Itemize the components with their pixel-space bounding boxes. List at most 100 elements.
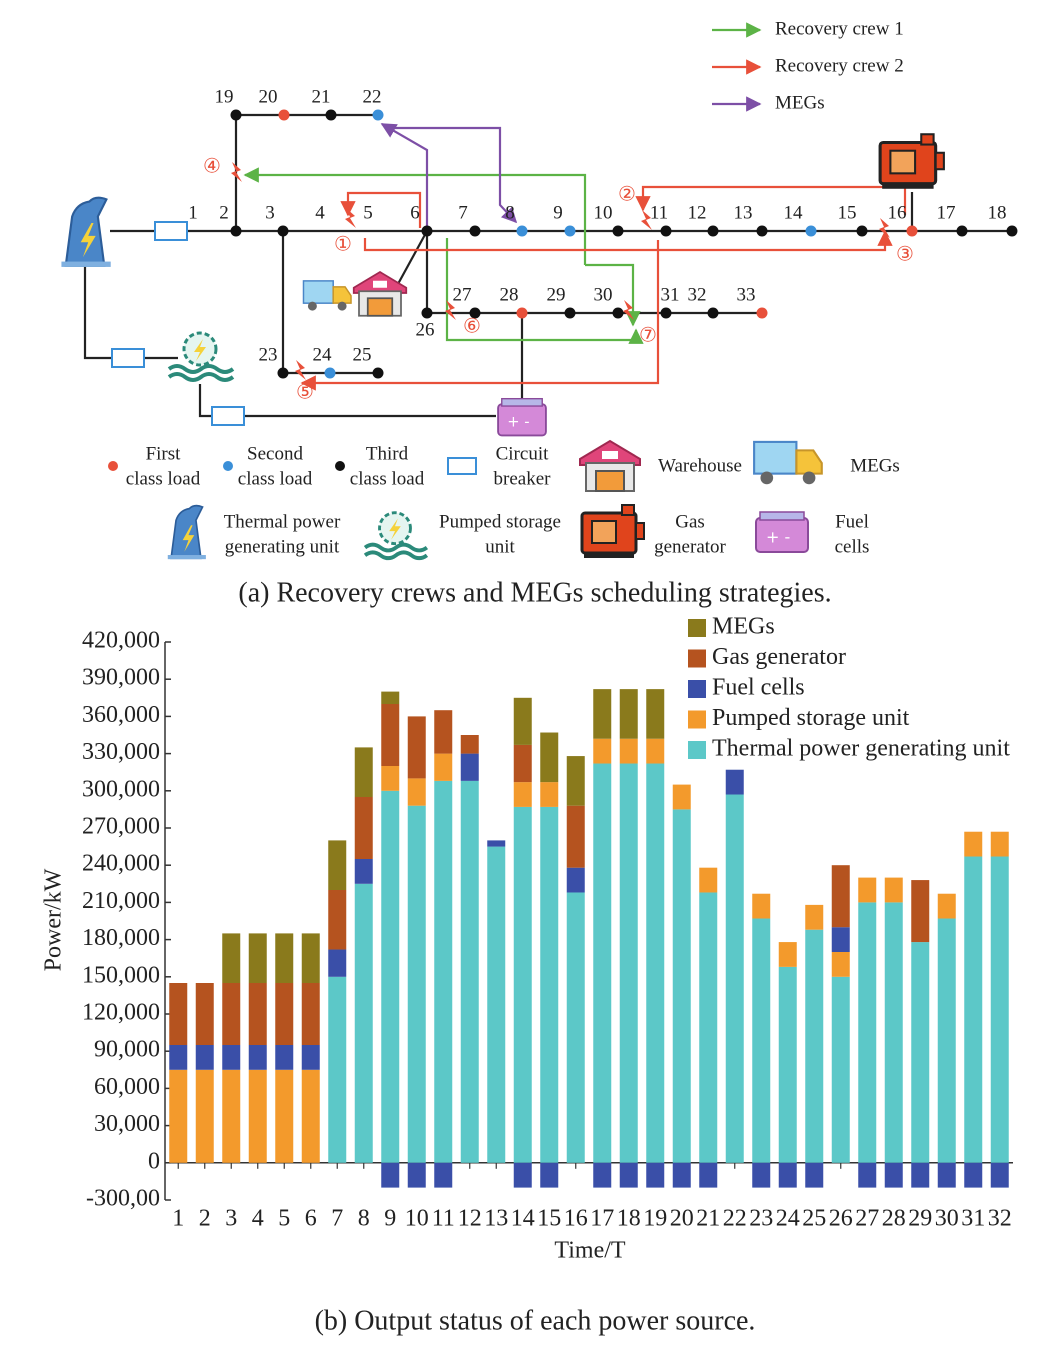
- bar-segment: [407, 1162, 426, 1188]
- bar-segment: [884, 877, 903, 903]
- x-tick-label: 30: [935, 1206, 959, 1232]
- bar-segment: [937, 893, 956, 919]
- node-label: 1: [188, 202, 198, 223]
- legend-label: Gas: [675, 511, 705, 532]
- bus-node: [1006, 225, 1018, 237]
- bar-segment: [672, 809, 691, 1163]
- bar-segment: [646, 738, 665, 764]
- node-label: 21: [312, 86, 331, 107]
- legend-label: MEGs: [712, 614, 775, 640]
- bus-node: [230, 109, 242, 121]
- circuit-breakers: [111, 221, 245, 426]
- x-tick-label: 31: [961, 1206, 985, 1232]
- bar-segment: [672, 784, 691, 810]
- bus-node: [564, 225, 576, 237]
- x-tick-label: 20: [670, 1206, 694, 1232]
- bar-segment: [964, 1162, 983, 1188]
- bar-segment: [725, 794, 744, 1163]
- bar-segment: [328, 976, 347, 1163]
- bar-segment: [593, 763, 612, 1163]
- bar-segment: [275, 983, 294, 1045]
- node-label: 20: [259, 86, 278, 107]
- bus-node: [372, 109, 384, 121]
- node-label: 24: [313, 344, 333, 365]
- bar-segment: [381, 790, 400, 1163]
- bus-node: [612, 307, 624, 319]
- bar-segment: [805, 1162, 824, 1188]
- bar-segment: [222, 983, 241, 1045]
- legend-label: breaker: [494, 468, 552, 489]
- bus-node: [956, 225, 968, 237]
- bar-segment: [513, 806, 532, 1163]
- node-label: 30: [594, 284, 613, 305]
- bar-segment: [911, 1162, 930, 1188]
- legend-swatch: [688, 619, 706, 637]
- bar-segment: [328, 949, 347, 977]
- legend-label: MEGs: [850, 455, 900, 476]
- node-label: 8: [505, 202, 515, 223]
- bar-segment: [831, 865, 850, 928]
- bar-segment: [646, 763, 665, 1163]
- bus-node: [856, 225, 868, 237]
- node-label: 10: [594, 202, 613, 223]
- y-tick-label: 360,000: [82, 702, 160, 728]
- x-tick-label: 29: [908, 1206, 932, 1232]
- node-label: 7: [458, 202, 468, 223]
- node-label: 28: [500, 284, 519, 305]
- x-tick-label: 26: [829, 1206, 853, 1232]
- fault-bolt: [445, 300, 456, 320]
- bar-segment: [460, 780, 479, 1163]
- x-tick-label: 12: [458, 1206, 482, 1232]
- x-tick-label: 5: [278, 1206, 290, 1232]
- node-label: 31: [661, 284, 680, 305]
- bar-segment: [328, 840, 347, 890]
- x-tick-label: 28: [882, 1206, 906, 1232]
- legend-label: Thermal power: [224, 511, 341, 532]
- bar-segment: [831, 976, 850, 1163]
- legend-markers: [108, 457, 477, 475]
- node-label: 5: [363, 202, 373, 223]
- bus-node: [421, 307, 433, 319]
- bar-segment: [169, 1045, 188, 1070]
- fault-label: ③: [896, 242, 914, 266]
- bar-segment: [354, 883, 373, 1163]
- fault-label: ④: [203, 154, 221, 178]
- bar-segment: [619, 763, 638, 1163]
- node-label: 25: [353, 344, 372, 365]
- y-tick-label: 270,000: [82, 814, 160, 840]
- y-tick-label: 300,000: [82, 776, 160, 802]
- bar-segment: [593, 689, 612, 739]
- bar-segment: [513, 744, 532, 783]
- bar-segment: [593, 1162, 612, 1188]
- bar-segment: [407, 716, 426, 779]
- fault-label: ⑤: [296, 380, 314, 404]
- y-tick-label: 180,000: [82, 925, 160, 951]
- bus-node: [612, 225, 624, 237]
- bar-segment: [248, 1069, 267, 1163]
- bar-segment: [513, 782, 532, 807]
- bar-segment: [990, 856, 1009, 1163]
- legend-label: unit: [485, 536, 515, 557]
- bar-segment: [487, 846, 506, 1163]
- bus-node: [660, 307, 672, 319]
- x-tick-label: 14: [511, 1206, 535, 1232]
- node-label: 3: [265, 202, 275, 223]
- route-legend-label: Recovery crew 1: [775, 18, 904, 39]
- bar-segment: [434, 780, 453, 1163]
- bar-segment: [990, 831, 1009, 857]
- bar-segment: [381, 691, 400, 704]
- bar-segment: [434, 753, 453, 781]
- bus-node: [421, 225, 433, 237]
- y-tick-label: 120,000: [82, 1000, 160, 1026]
- node-label: 11: [650, 202, 668, 223]
- fault-label: ②: [618, 182, 636, 206]
- y-tick-label: 330,000: [82, 739, 160, 765]
- legend-label: generating unit: [225, 536, 340, 557]
- x-tick-label: 15: [537, 1206, 561, 1232]
- bar-segment: [328, 890, 347, 950]
- bar-segment: [566, 756, 585, 806]
- x-tick-label: 8: [358, 1206, 370, 1232]
- bus-node: [707, 307, 719, 319]
- node-label: 6: [410, 202, 420, 223]
